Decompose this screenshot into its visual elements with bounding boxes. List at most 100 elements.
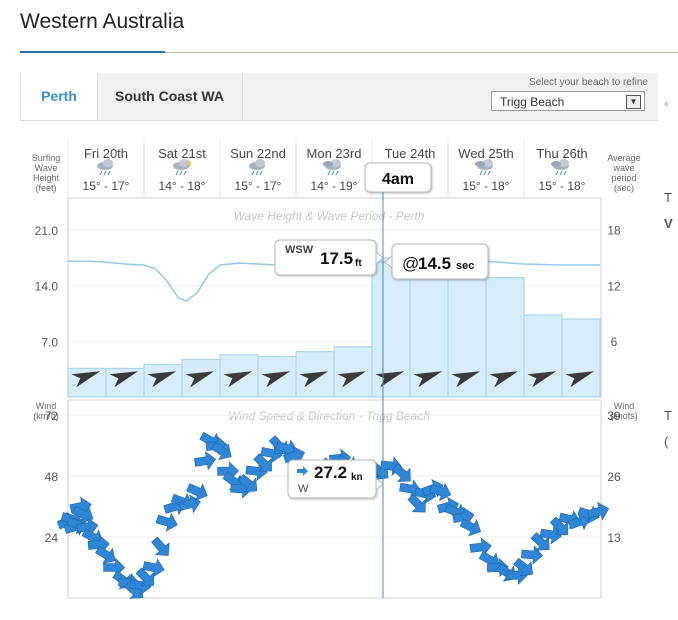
axis-title-line: (knots) <box>610 411 638 421</box>
swell-direction-arrow <box>451 371 481 388</box>
rain-drop <box>331 170 335 176</box>
cloud-shape <box>559 159 569 167</box>
axis-title-line: Surfing <box>31 153 61 163</box>
axis-title-line: Average <box>607 153 641 163</box>
wind-arrow-shape <box>135 567 154 586</box>
cloud-shape <box>323 161 333 167</box>
wind-arrow-shape <box>178 494 201 514</box>
wind-arrow-shape <box>155 512 178 532</box>
y-tick-label: 24 <box>45 531 59 545</box>
rain-drop <box>179 170 183 176</box>
wind-arrow <box>210 441 232 460</box>
wind-arrow <box>282 446 305 465</box>
day-label: Sat 21st <box>158 146 206 161</box>
wave-height-value: 17.5 <box>320 249 353 268</box>
arrow-shape <box>147 371 177 388</box>
rain-drop <box>107 170 111 176</box>
wind-arrow <box>76 517 99 537</box>
chevron-down-icon[interactable]: ▼ <box>626 95 641 109</box>
day-temperature: 15° - 17° <box>83 179 130 193</box>
arrow-shape <box>451 371 481 388</box>
rain-drop <box>335 170 339 176</box>
wind-arrow <box>549 516 569 536</box>
wind-arrow-shape <box>210 441 232 460</box>
wave-height-unit: ft <box>355 258 362 269</box>
y-tick-label: 21.0 <box>35 224 59 238</box>
cloud-shape <box>331 159 341 167</box>
arrow-shape <box>185 371 215 388</box>
day-label: Sun 22nd <box>230 146 286 161</box>
rain-drop <box>563 170 567 176</box>
wind-speed-value: 27.2 <box>314 463 347 482</box>
wind-arrow <box>142 558 165 578</box>
arrow-shape <box>261 371 291 388</box>
wind-tooltip: 27.2 kn W <box>287 459 384 499</box>
y2-tick-label: 12 <box>607 279 621 293</box>
wave-height-bar <box>143 363 183 398</box>
axis-title-line: Wind <box>35 401 57 411</box>
rain-drop <box>175 170 179 176</box>
wind-direction-label: W <box>298 483 309 495</box>
tab-perth[interactable]: Perth <box>20 73 98 120</box>
swell-direction-arrow <box>337 371 367 388</box>
wave-height-bar <box>447 277 487 398</box>
wind-arrow-shape <box>151 536 170 556</box>
day-label: Thu 26th <box>536 146 587 161</box>
wind-arrow <box>539 525 562 545</box>
beach-select[interactable]: Trigg Beach ▼ <box>491 91 645 111</box>
day-temperature: 15° - 17° <box>235 179 282 193</box>
swell-direction-arrow <box>565 371 595 388</box>
swell-direction-arrow <box>299 371 329 388</box>
wind-arrow-shape <box>513 557 534 577</box>
wind-arrow <box>452 506 475 527</box>
wind-arrow <box>253 453 272 472</box>
storm-cloud-icon <box>551 159 569 176</box>
wind-arrow-shape <box>282 446 305 465</box>
wind-arrow <box>178 494 201 514</box>
wind-chart-title: Wind Speed & Direction - Trigg Beach <box>228 409 430 423</box>
y2-tick-label: 18 <box>607 224 621 238</box>
swell-direction-arrow <box>223 371 253 388</box>
wind-arrow-shape <box>76 517 99 537</box>
wind-arrow-shape <box>549 516 569 536</box>
wind-knots-axis-title: Wind (knots) <box>601 401 647 421</box>
wind-arrow-shape <box>186 483 208 501</box>
swell-direction-arrow <box>413 371 443 388</box>
rain-drop <box>327 170 331 176</box>
day-label: Wed 25th <box>458 146 513 161</box>
title-divider <box>165 52 678 53</box>
sidebar-fragment: ( <box>664 434 669 449</box>
wave-period-axis-title: Average wave period (sec) <box>601 153 647 193</box>
day-label: Mon 23rd <box>307 146 362 161</box>
arrow-shape <box>527 371 557 388</box>
axis-title-line: Wave <box>34 163 58 173</box>
axis-title-line: (feet) <box>35 183 57 193</box>
wave-direction-label: WSW <box>285 244 314 256</box>
title-underline <box>20 51 165 53</box>
axis-title-line: Wind <box>613 401 635 411</box>
axis-title-line: Height <box>32 173 59 183</box>
wind-arrow <box>151 536 170 556</box>
arrow-shape <box>109 371 139 388</box>
y-tick-label: 48 <box>45 470 59 484</box>
wind-arrow <box>391 463 411 482</box>
wave-height-bar <box>523 314 563 398</box>
wind-arrow <box>469 537 492 557</box>
wave-chart-title: Wave Height & Wave Period - Perth <box>234 209 425 223</box>
wind-arrow <box>186 483 208 501</box>
surf-height-axis-title: Surfing Wave Height (feet) <box>24 153 68 193</box>
y2-tick-label: 26 <box>607 470 621 484</box>
cloud-shape <box>475 161 485 167</box>
beach-select-label: Select your beach to refine <box>529 77 648 88</box>
wind-arrow-shape <box>452 506 475 527</box>
time-tooltip-text: 4am <box>382 171 414 188</box>
rain-drop <box>559 170 563 176</box>
rain-drop <box>251 170 255 176</box>
axis-title-line: (sec) <box>614 183 634 193</box>
arrow-shape <box>71 371 101 388</box>
tab-south-coast-wa[interactable]: South Coast WA <box>97 73 243 120</box>
wind-kmh-axis-title: Wind (km/h) <box>24 401 68 421</box>
cloud-shape <box>551 161 561 167</box>
wind-arrow <box>587 501 610 521</box>
